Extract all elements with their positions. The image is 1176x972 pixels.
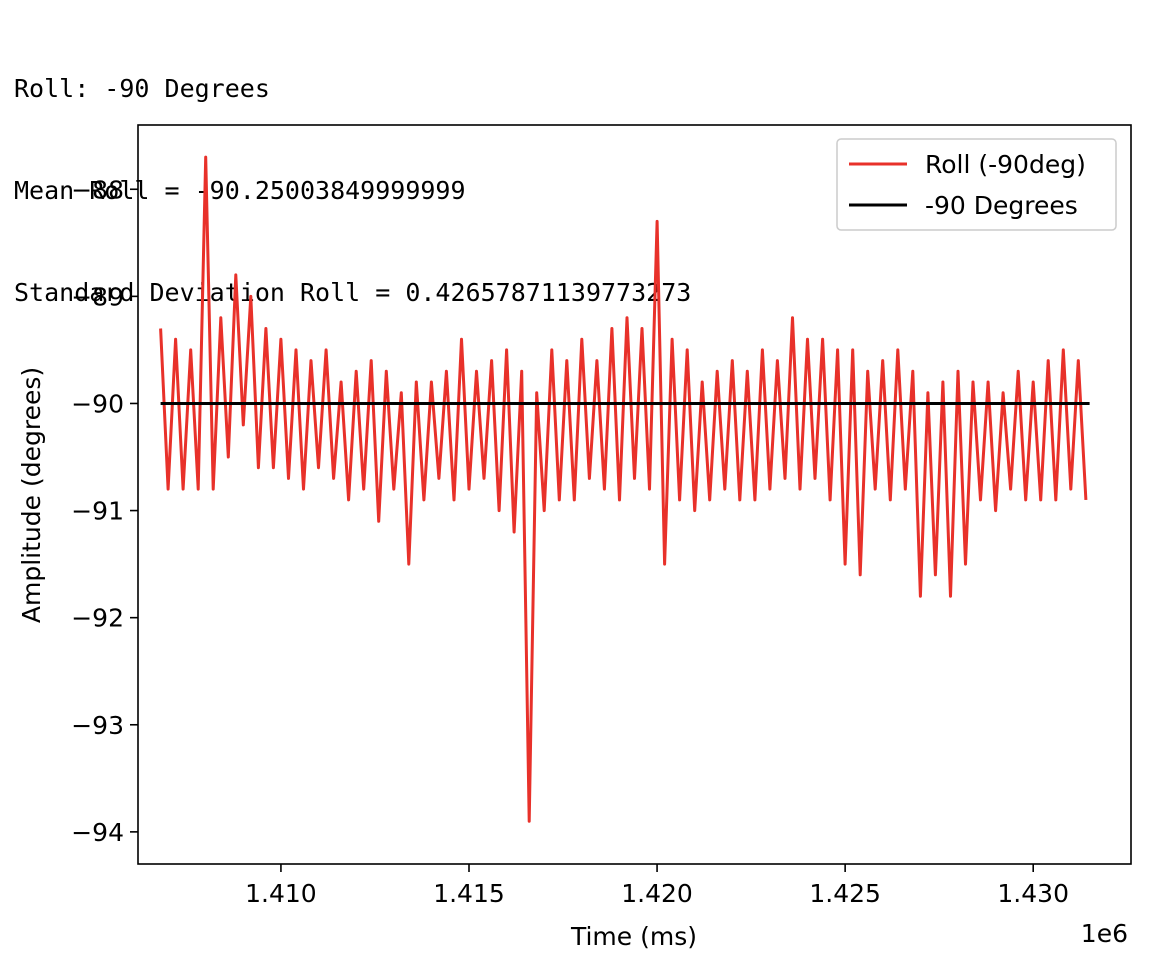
legend-label-roll: Roll (-90deg) <box>925 150 1086 179</box>
legend-box <box>836 138 1117 231</box>
legend: Roll (-90deg) -90 Degrees <box>836 138 1117 231</box>
series-line-roll <box>159 155 1088 823</box>
y-tick-label: −89 <box>71 282 124 311</box>
plot-frame <box>137 124 1132 865</box>
x-tick-label: 1.410 <box>245 879 317 908</box>
x-axis-label: Time (ms) <box>570 922 697 951</box>
y-axis-label: Amplitude (degrees) <box>17 367 46 623</box>
y-tick-label: −93 <box>71 711 124 740</box>
y-tick-label: −94 <box>71 818 124 847</box>
output-line-std-roll: Standard Deviation Roll = 0.426578711397… <box>14 278 692 307</box>
y-tick-label: −92 <box>71 604 124 633</box>
y-tick-label: −91 <box>71 497 124 526</box>
x-tick-label: 1.430 <box>997 879 1069 908</box>
x-axis-offset-label: 1e6 <box>1081 919 1128 948</box>
cell-output-text: Roll: -90 Degrees Mean Roll = -90.250038… <box>14 4 691 344</box>
legend-label-reference: -90 Degrees <box>925 191 1078 220</box>
x-axis-ticks: 1.410 1.415 1.420 1.425 1.430 <box>245 864 1069 908</box>
x-tick-label: 1.415 <box>433 879 505 908</box>
x-tick-label: 1.420 <box>621 879 693 908</box>
y-tick-label: −88 <box>71 175 124 204</box>
y-axis-ticks: −88 −89 −90 −91 −92 −93 −94 <box>71 175 138 847</box>
y-tick-label: −90 <box>71 389 124 418</box>
series-layer <box>159 155 1090 823</box>
x-tick-label: 1.425 <box>809 879 881 908</box>
output-line-mean-roll: Mean Roll = -90.25003849999999 <box>14 176 466 205</box>
output-line-roll: Roll: -90 Degrees <box>14 74 270 103</box>
